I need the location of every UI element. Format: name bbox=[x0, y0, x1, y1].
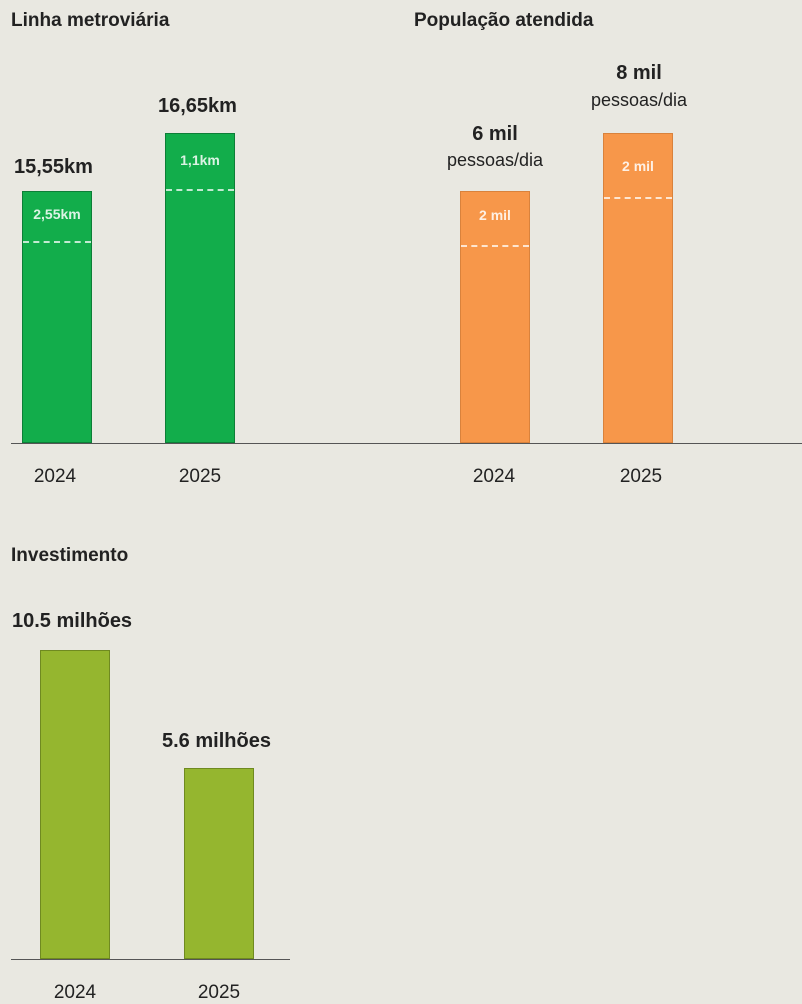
bar-investimento-2025 bbox=[184, 768, 254, 959]
bar-linha-2024: 2,55km bbox=[22, 191, 92, 443]
bar-investimento-2024 bbox=[40, 650, 110, 959]
tick-label-populacao-2025: 2025 bbox=[619, 466, 663, 487]
chart-title-investimento: Investimento bbox=[11, 545, 129, 566]
bar-populacao-2024: 2 mil bbox=[460, 191, 530, 443]
increment-label-populacao-2024: 2 mil bbox=[479, 207, 511, 223]
tick-label-linha-2025: 2025 bbox=[178, 466, 222, 487]
chart-title-linha: Linha metroviária bbox=[11, 10, 170, 31]
value-label-linha-2024: 15,55km bbox=[14, 156, 93, 178]
tick-label-investimento-2025: 2025 bbox=[197, 982, 241, 1003]
value-label-investimento-2024: 10.5 milhões bbox=[12, 610, 133, 632]
increment-label-populacao-2025: 2 mil bbox=[622, 158, 654, 174]
x-axis-baseline bbox=[11, 443, 802, 444]
bar-linha-2025: 1,1km bbox=[165, 133, 235, 443]
tick-label-linha-2024: 2024 bbox=[33, 466, 77, 487]
increment-label-linha-2024: 2,55km bbox=[33, 206, 81, 222]
value-sublabel-populacao-2025: pessoas/dia bbox=[590, 90, 688, 110]
chart-title-populacao: População atendida bbox=[414, 10, 594, 31]
value-label-investimento-2025: 5.6 milhões bbox=[162, 730, 271, 752]
value-label-linha-2025: 16,65km bbox=[158, 95, 237, 117]
tick-label-populacao-2024: 2024 bbox=[472, 466, 516, 487]
value-label-populacao-2025: 8 mil bbox=[616, 62, 662, 84]
increment-divider bbox=[23, 241, 91, 243]
bar-populacao-2025: 2 mil bbox=[603, 133, 673, 443]
increment-divider bbox=[166, 189, 234, 191]
value-sublabel-populacao-2024: pessoas/dia bbox=[446, 150, 544, 170]
x-axis-baseline-investimento bbox=[11, 959, 290, 960]
value-label-populacao-2024: 6 mil bbox=[472, 123, 518, 145]
increment-divider bbox=[604, 197, 672, 199]
increment-label-linha-2025: 1,1km bbox=[180, 152, 220, 168]
increment-divider bbox=[461, 245, 529, 247]
tick-label-investimento-2024: 2024 bbox=[53, 982, 97, 1003]
